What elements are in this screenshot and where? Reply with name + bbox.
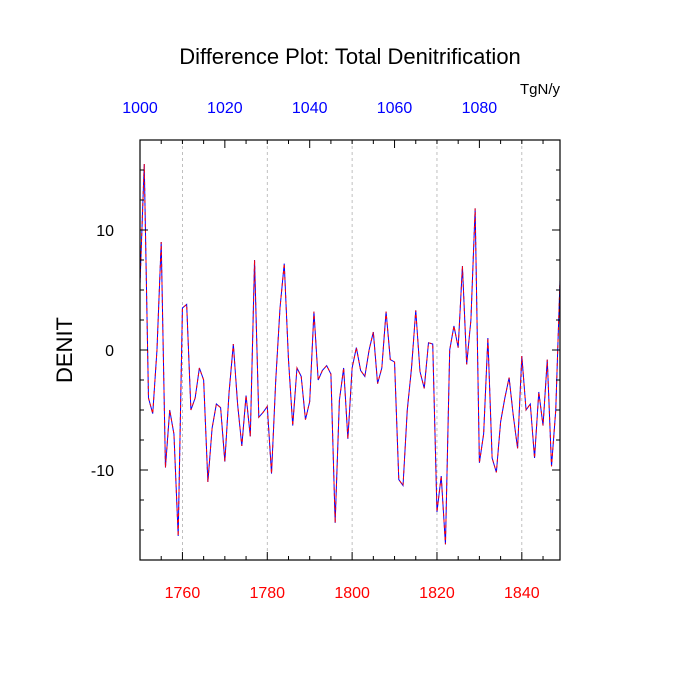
bottom-tick-label: 1840: [504, 585, 540, 602]
ticks-layer: [139, 140, 560, 560]
y-axis-label: DENIT: [52, 317, 77, 383]
top-tick-label: 1040: [292, 100, 328, 117]
y-tick-label: 10: [96, 223, 114, 240]
bottom-tick-label: 1800: [334, 585, 370, 602]
plot-frame: [139, 139, 561, 561]
top-tick-label: 1080: [462, 100, 498, 117]
bottom-tick-label: 1760: [165, 585, 201, 602]
series-line-0: [139, 163, 561, 545]
bottom-tick-label: 1780: [249, 585, 285, 602]
top-tick-label: 1060: [377, 100, 413, 117]
top-tick-label: 1000: [122, 100, 158, 117]
top-tick-label: 1020: [207, 100, 243, 117]
y-tick-label: 0: [105, 343, 114, 360]
units-label: TgN/y: [520, 81, 561, 98]
labels-layer: 1760 1780 1800 1820 1840 1000 1020 1040 1060 1080…: [91, 100, 540, 602]
series-layer: [139, 163, 561, 545]
chart-title: Difference Plot: Total Denitrification: [179, 44, 521, 69]
bottom-tick-label: 1820: [419, 585, 455, 602]
y-tick-label: -10: [91, 463, 114, 480]
grid-layer: [182, 140, 523, 560]
series-overlay-line-0: [139, 163, 561, 545]
